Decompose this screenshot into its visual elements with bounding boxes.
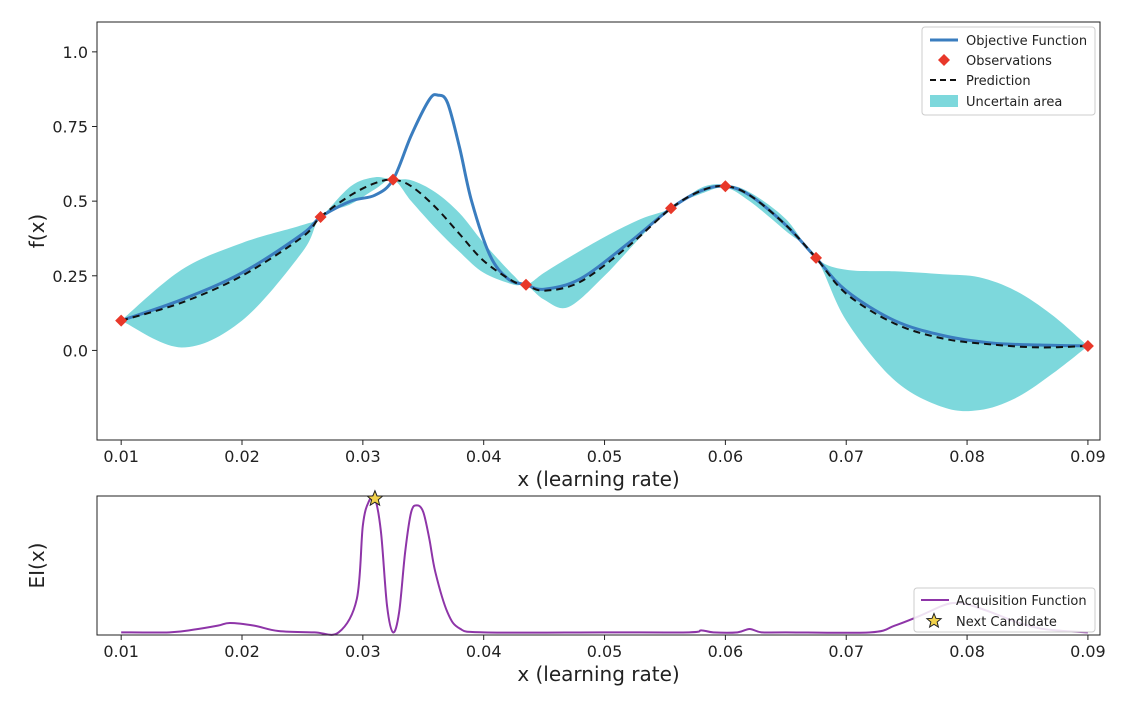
acquisition-plot: 0.01 0.02 0.03 0.04 0.05 0.06 0.07 0.08 0.09 x (l… [25, 489, 1106, 686]
legend-candidate-swatch [925, 612, 943, 629]
top-x-tick-label: 0.01 [103, 447, 139, 466]
bottom-x-tick-label: 0.09 [1070, 642, 1106, 661]
top-x-tick-label: 0.05 [587, 447, 623, 466]
top-x-tick-label: 0.03 [345, 447, 381, 466]
bottom-x-tick-label: 0.06 [708, 642, 744, 661]
top-x-tick-label: 0.09 [1070, 447, 1106, 466]
legend-observation-swatch [938, 54, 950, 66]
top-legend-box [921, 26, 1096, 116]
legend-uncertain-swatch [930, 95, 958, 107]
bottom-axes-frame [96, 495, 1101, 636]
top-legend-label: Observations [966, 54, 1052, 69]
top-y-tick-label: 1.0 [63, 43, 88, 62]
top-legend-label: Objective Function [966, 34, 1087, 49]
top-axes-frame [96, 21, 1101, 441]
top-x-tick-label: 0.02 [224, 447, 260, 466]
bottom-x-tick-label: 0.03 [345, 642, 381, 661]
bottom-x-tick-label: 0.02 [224, 642, 260, 661]
prediction-line [120, 178, 1088, 349]
top-y-tick-label: 0.5 [63, 192, 88, 211]
top-x-tick-label: 0.04 [466, 447, 502, 466]
uncertain-area-band [121, 177, 1088, 412]
observation-marker [115, 314, 128, 327]
observation-marker [519, 278, 532, 291]
observation-marker [810, 251, 823, 264]
bottom-legend-box [913, 587, 1096, 633]
top-x-axis-title: x (learning rate) [517, 467, 679, 491]
bottom-x-tick-label: 0.05 [587, 642, 623, 661]
bottom-x-tick-label: 0.07 [828, 642, 864, 661]
bottom-x-tick-label: 0.01 [103, 642, 139, 661]
top-legend-label: Prediction [966, 74, 1031, 89]
bottom-x-axis-title: x (learning rate) [517, 662, 679, 686]
top-y-tick-label: 0.75 [52, 118, 88, 137]
bottom-x-tick-label: 0.08 [949, 642, 985, 661]
bottom-legend-label: Next Candidate [956, 615, 1057, 630]
bottom-x-tick-label: 0.04 [466, 642, 502, 661]
top-x-tick-label: 0.08 [949, 447, 985, 466]
top-y-tick-label: 0.25 [52, 267, 88, 286]
top-legend-label: Uncertain area [966, 95, 1062, 110]
top-x-tick-label: 0.07 [828, 447, 864, 466]
top-y-axis-title: f(x) [25, 214, 49, 248]
observation-marker [387, 173, 400, 186]
observation-marker [314, 210, 327, 223]
observation-marker [1081, 339, 1094, 352]
top-x-tick-label: 0.06 [708, 447, 744, 466]
objective-plot: 0.01 0.02 0.03 0.04 0.05 0.06 0.07 0.08 0.09 x (l… [25, 21, 1106, 491]
top-y-tick-label: 0.0 [63, 341, 88, 360]
next-candidate-marker [366, 489, 384, 507]
bottom-y-axis-title: EI(x) [25, 543, 49, 589]
observation-marker [665, 202, 678, 215]
bottom-legend-label: Acquisition Function [956, 594, 1087, 609]
observation-marker [719, 180, 732, 193]
bottom-legend: Acquisition Function Next Candidate [913, 587, 1096, 633]
top-legend: Objective Function Observations Prediction… [921, 26, 1096, 116]
